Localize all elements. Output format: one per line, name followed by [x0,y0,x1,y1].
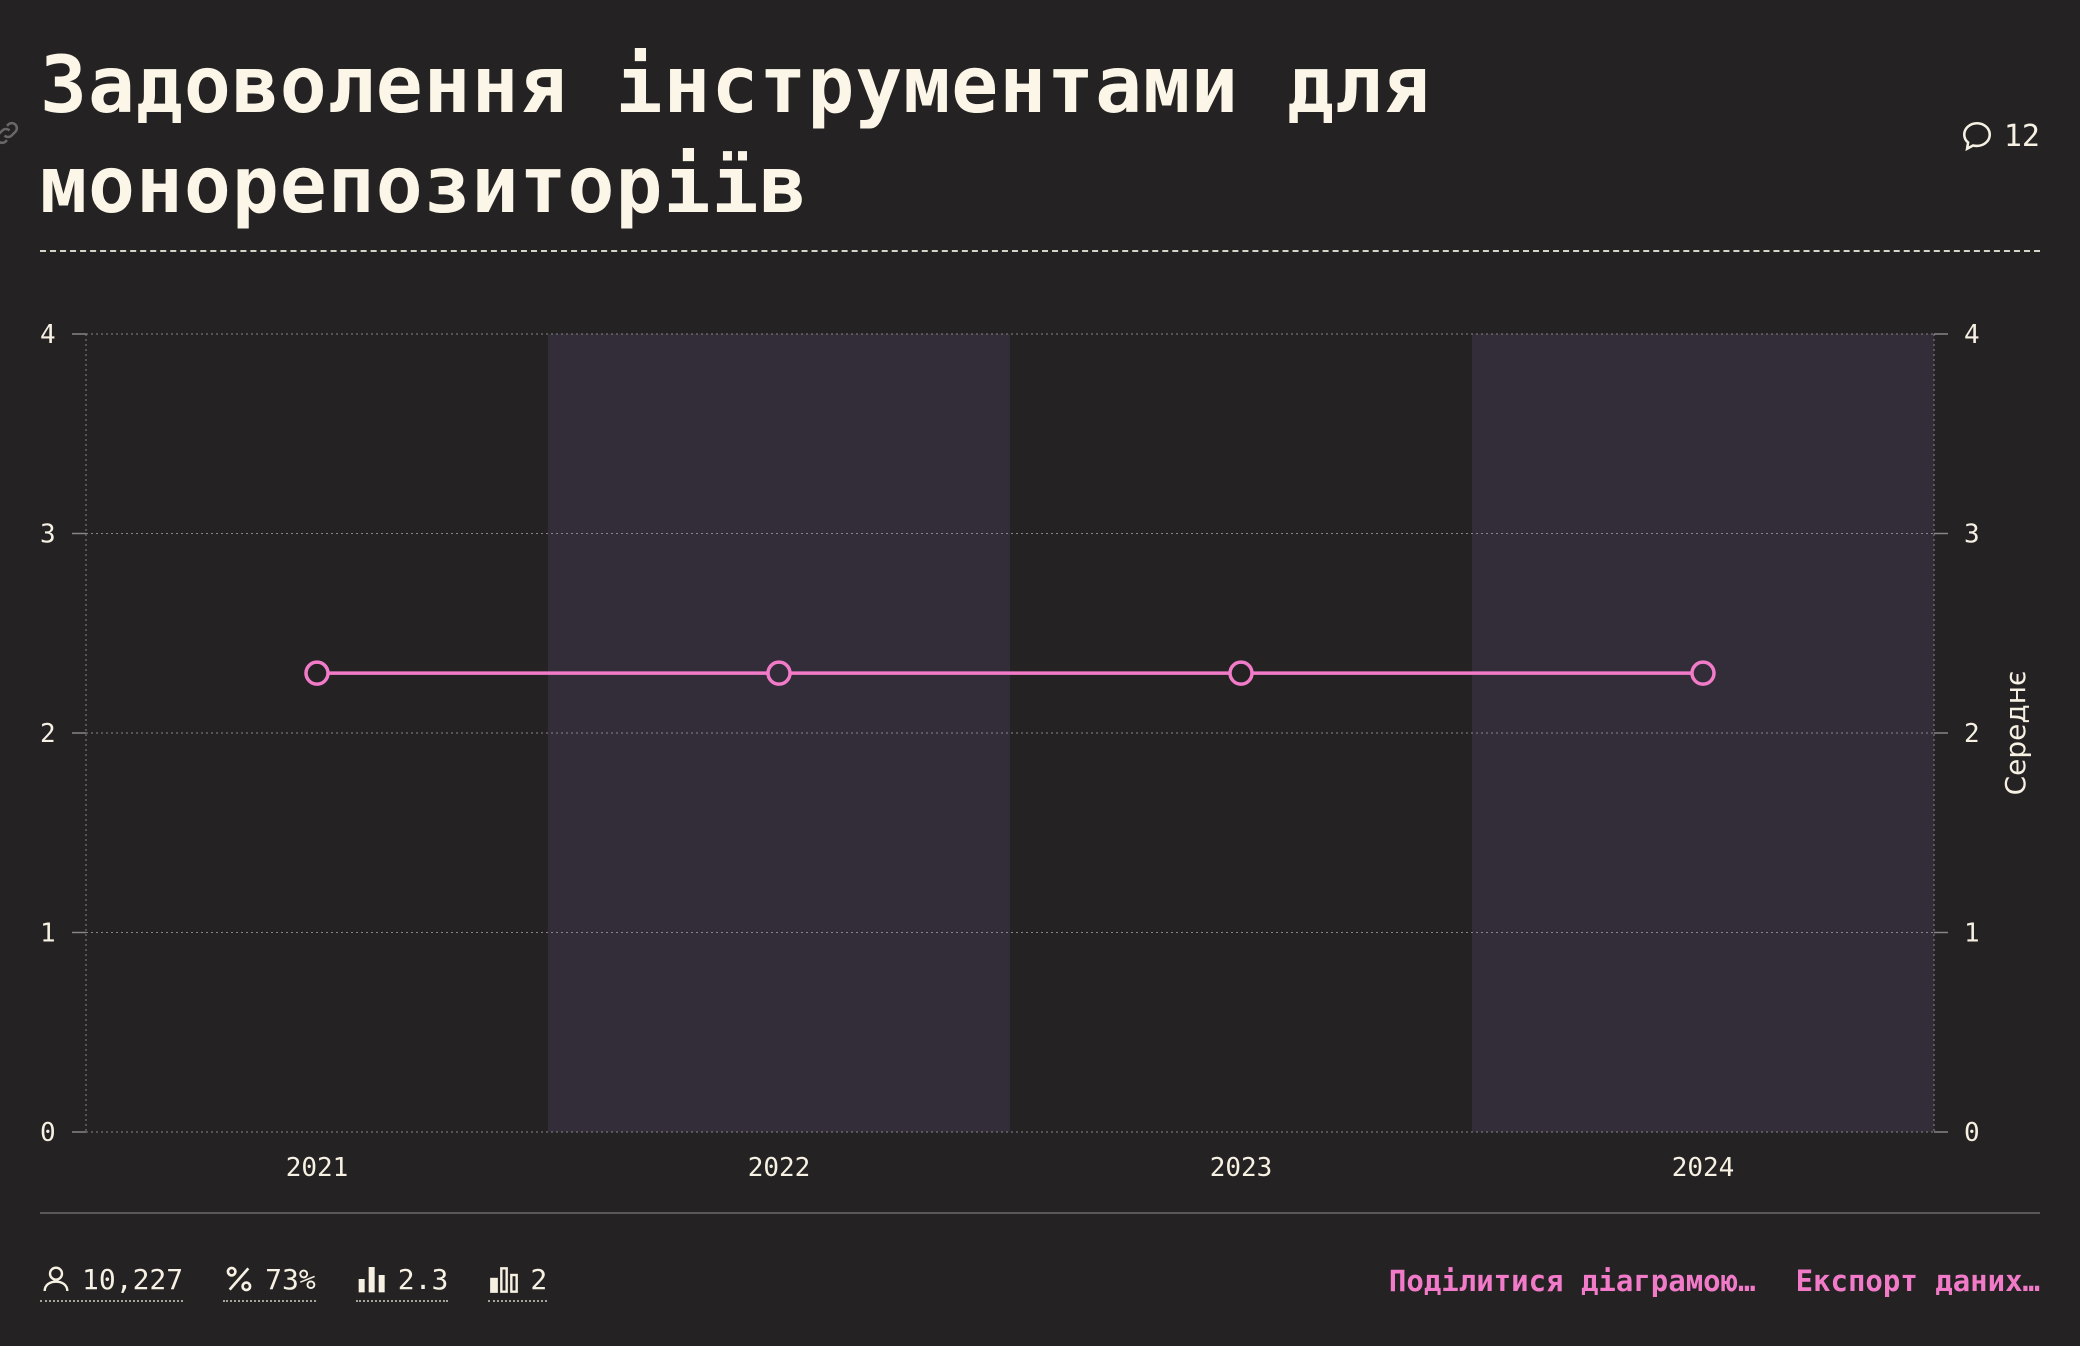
share-chart-button[interactable]: Поділитися діаграмою… [1388,1264,1756,1298]
y-tick-label: 3 [40,520,56,550]
data-point [304,660,330,686]
percentage-stat[interactable]: 73% [223,1262,316,1302]
y-tick-label-right: 3 [1964,520,1980,550]
y-tick-label: 1 [40,919,56,949]
y-tick-label-right: 1 [1964,919,1980,949]
chart-stats: 10,227 73% 2.3 2 [40,1262,548,1302]
y-tick-label-right: 4 [1964,320,1980,350]
y-tick-label: 2 [40,719,56,749]
x-tick-label: 2023 [1210,1153,1273,1183]
x-tick-label: 2024 [1672,1153,1735,1183]
export-data-button[interactable]: Експорт даних… [1795,1264,2040,1298]
y-tick-label: 4 [40,320,56,350]
y-tick-label: 0 [40,1118,56,1148]
median-stat[interactable]: 2 [488,1262,548,1302]
chart-actions: Поділитися діаграмою… Експорт даних… [1389,1264,2040,1304]
y-axis-title: Середнє [1999,671,2032,796]
comment-bubble-icon [1962,121,1991,152]
respondents-value: 10,227 [82,1262,184,1296]
mean-value: 2.3 [397,1262,449,1296]
data-point [1228,660,1254,686]
bar-chart-icon [358,1267,385,1293]
median-value: 2 [530,1262,548,1296]
percent-icon [226,1266,252,1292]
y-tick-label-right: 2 [1964,719,1980,749]
page-title: Задоволення інструментами для монорепози… [40,41,1431,231]
link-icon[interactable] [0,118,22,148]
footer-divider [40,1212,2040,1214]
title-divider [40,250,2040,252]
data-point [766,660,792,686]
respondents-stat[interactable]: 10,227 [40,1262,184,1302]
comments-count: 12 [2003,118,2040,154]
percentage-value: 73% [265,1262,316,1296]
user-icon [43,1266,69,1292]
mean-stat[interactable]: 2.3 [355,1262,449,1302]
line-chart: 0 0 1 1 2 2 3 3 4 4 Середнє 2021 2022 2023 2024 [40,320,2032,1183]
bar-chart-outline-icon [490,1267,519,1293]
x-tick-label: 2021 [286,1153,349,1183]
y-tick-label-right: 0 [1964,1118,1980,1148]
x-tick-label: 2022 [748,1153,811,1183]
data-point [1690,660,1716,686]
comments-button[interactable]: 12 [1960,118,2040,154]
